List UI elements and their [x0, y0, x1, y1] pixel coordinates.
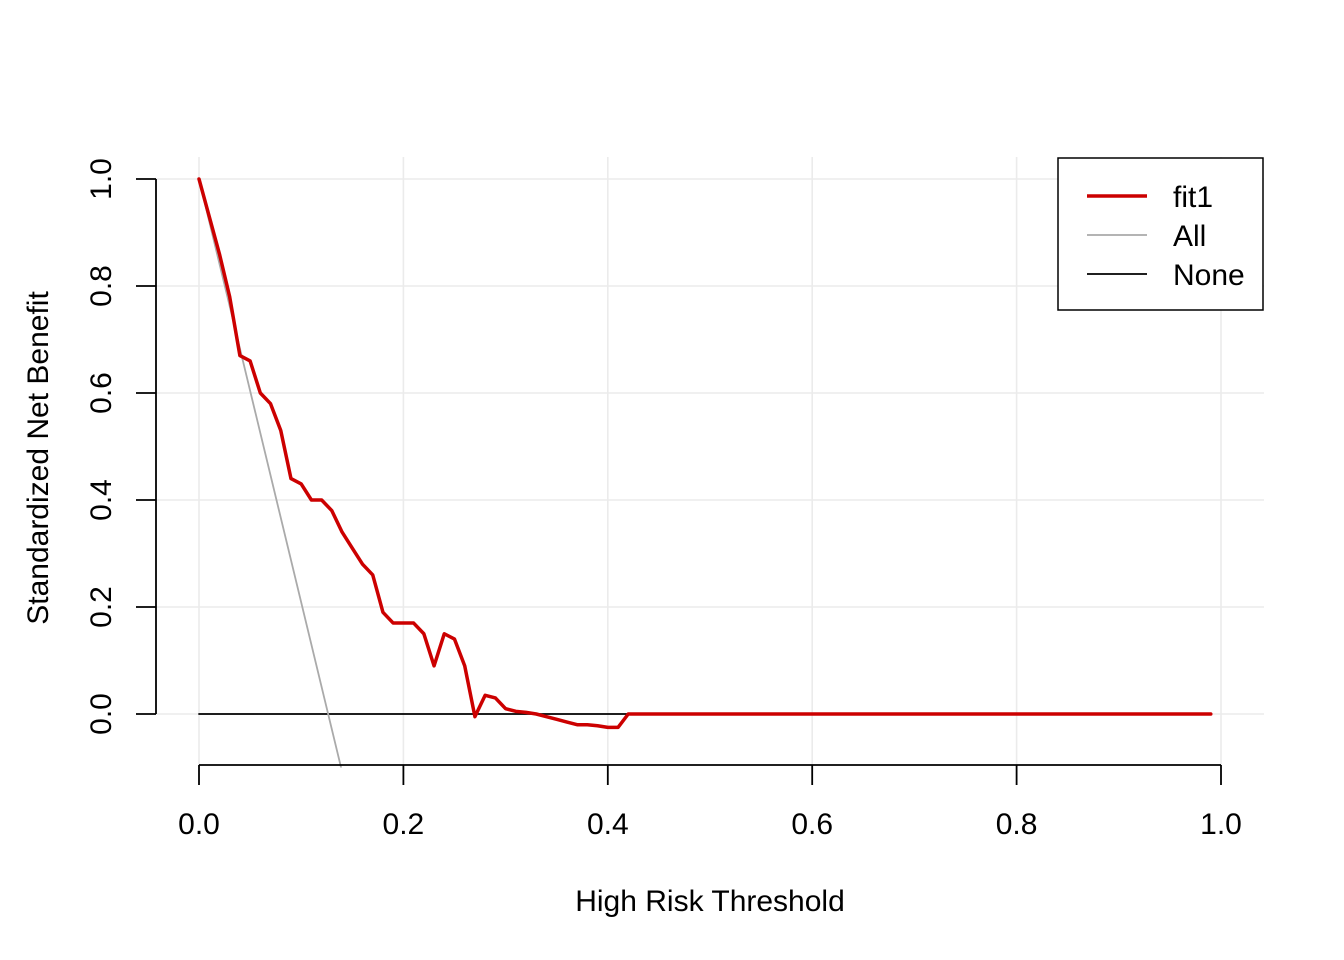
y-tick-label-3: 0.6: [85, 372, 118, 414]
x-tick-label-3: 0.6: [791, 808, 833, 841]
x-tick-label-4: 0.8: [996, 808, 1038, 841]
legend: fit1 All None: [1057, 157, 1264, 311]
x-tick-label-5: 1.0: [1200, 808, 1242, 841]
x-axis-title: High Risk Threshold: [575, 885, 845, 918]
legend-label-fit1: fit1: [1173, 181, 1213, 214]
legend-label-all: All: [1173, 220, 1206, 253]
y-tick-label-0: 0.0: [85, 693, 118, 735]
legend-label-none: None: [1173, 259, 1245, 292]
x-tick-label-2: 0.4: [587, 808, 629, 841]
x-tick-label-0: 0.0: [178, 808, 220, 841]
y-tick-label-1: 0.2: [85, 586, 118, 628]
legend-box: [1057, 157, 1264, 311]
y-axis: 0.0 0.2 0.4 0.6 0.8 1.0: [85, 158, 157, 735]
y-tick-label-5: 1.0: [85, 158, 118, 200]
series-line-fit1: [197, 177, 1213, 730]
y-tick-label-2: 0.4: [85, 479, 118, 521]
series-line-all: [198, 178, 342, 768]
y-tick-label-4: 0.8: [85, 265, 118, 307]
x-tick-label-1: 0.2: [383, 808, 425, 841]
series-layer: [197, 177, 1213, 768]
x-axis: 0.0 0.2 0.4 0.6 0.8 1.0: [178, 764, 1242, 841]
y-axis-title: Standardized Net Benefit: [22, 291, 55, 625]
